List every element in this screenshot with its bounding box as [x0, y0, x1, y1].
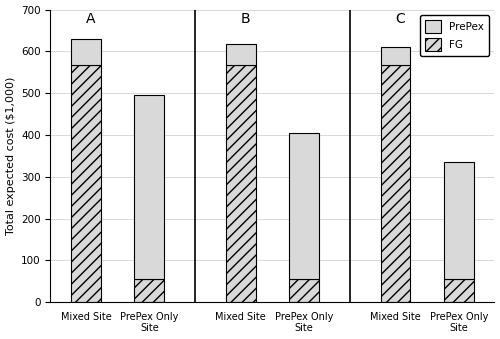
Bar	[444, 279, 474, 302]
Bar	[134, 95, 164, 279]
Legend: PrePex, FG: PrePex, FG	[420, 15, 489, 56]
Text: B: B	[241, 12, 250, 26]
Bar	[290, 279, 319, 302]
Bar	[290, 133, 319, 279]
Y-axis label: Total expected cost ($1,000): Total expected cost ($1,000)	[6, 77, 16, 235]
Bar	[381, 65, 410, 302]
Bar	[71, 65, 101, 302]
Text: C: C	[396, 12, 406, 26]
Bar	[444, 162, 474, 279]
Text: A: A	[86, 12, 96, 26]
Bar	[226, 65, 256, 302]
Bar	[71, 39, 101, 65]
Bar	[226, 44, 256, 65]
Bar	[134, 279, 164, 302]
Bar	[381, 47, 410, 65]
